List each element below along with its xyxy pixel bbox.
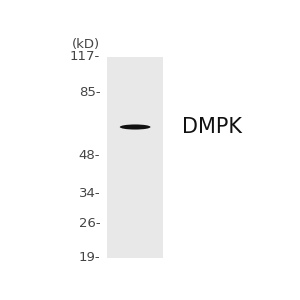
Text: 85-: 85- [79, 85, 100, 99]
Text: 34-: 34- [79, 187, 100, 200]
Text: 19-: 19- [79, 251, 100, 264]
Text: 117-: 117- [70, 50, 100, 63]
Bar [107, 57, 163, 258]
Text: DMPK: DMPK [182, 117, 242, 137]
Ellipse shape [120, 124, 151, 130]
Text: 26-: 26- [79, 217, 100, 230]
Text: 48-: 48- [79, 149, 100, 162]
Text: (kD): (kD) [72, 38, 100, 51]
